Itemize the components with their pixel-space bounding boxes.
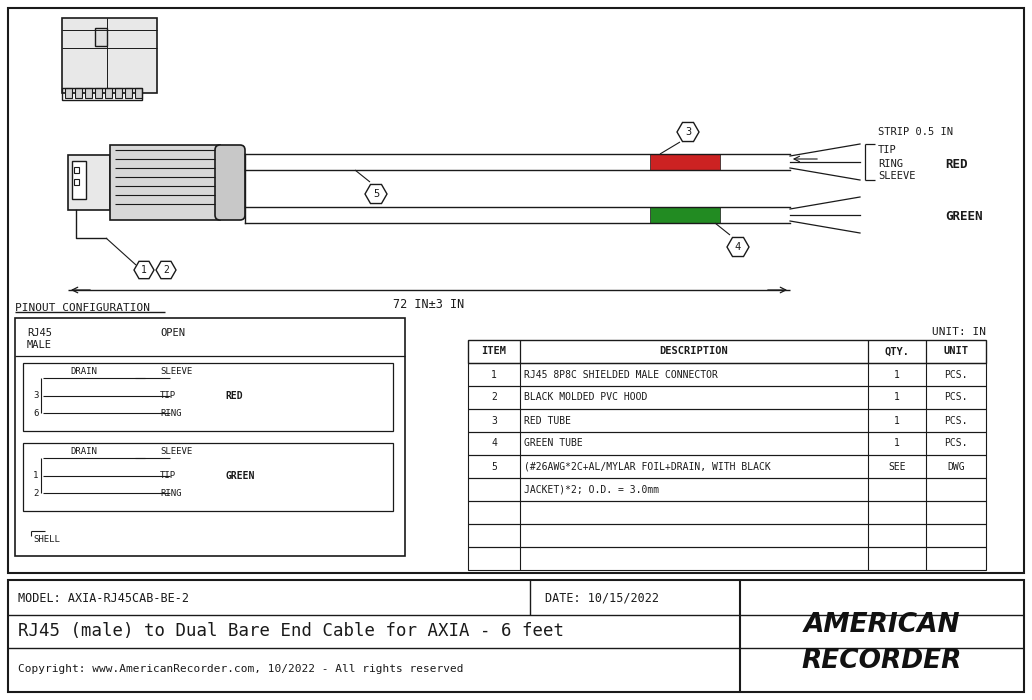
Text: GREEN: GREEN [225,471,254,481]
Text: 1: 1 [33,472,38,480]
Text: AMERICAN: AMERICAN [804,612,961,638]
Text: STRIP 0.5 IN: STRIP 0.5 IN [878,127,953,137]
Bar [650,154,720,170]
Text: 6: 6 [33,409,38,417]
Bar [467,524,986,547]
Text: GREEN: GREEN [945,211,982,223]
Bar [62,88,142,100]
Text: DWG: DWG [947,461,965,472]
Text: DESCRIPTION: DESCRIPTION [659,346,729,356]
Bar [74,179,79,185]
Text: 1: 1 [894,438,900,449]
Text: JACKET)*2; O.D. = 3.0mm: JACKET)*2; O.D. = 3.0mm [524,484,659,494]
Bar [95,28,107,46]
Bar [8,8,1024,573]
Text: QTY.: QTY. [884,346,909,356]
Text: RING: RING [878,159,903,169]
Text: DATE: 10/15/2022: DATE: 10/15/2022 [545,592,659,605]
Text: SLEEVE: SLEEVE [160,447,192,456]
Text: 2: 2 [491,393,497,402]
Text: TIP: TIP [160,391,176,400]
Text: 72 IN±3 IN: 72 IN±3 IN [393,298,464,312]
Bar [85,88,92,98]
Text: 1: 1 [894,370,900,379]
Text: RED: RED [225,391,243,401]
Text: 1: 1 [491,370,497,379]
Text: PINOUT CONFIGURATION: PINOUT CONFIGURATION [15,303,150,313]
Text: BLACK MOLDED PVC HOOD: BLACK MOLDED PVC HOOD [524,393,647,402]
Text: TIP: TIP [160,472,176,480]
Bar [650,207,720,223]
Bar [467,386,986,409]
Bar [95,88,102,98]
Text: MODEL: AXIA-RJ45CAB-BE-2: MODEL: AXIA-RJ45CAB-BE-2 [18,592,189,605]
Bar [467,501,986,524]
Bar [467,455,986,478]
Bar [467,547,986,570]
Text: 4: 4 [735,242,741,252]
Text: 2: 2 [163,265,169,275]
Text: RED TUBE: RED TUBE [524,416,571,426]
Bar [467,432,986,455]
Text: PCS.: PCS. [944,370,968,379]
Text: UNIT: IN: UNIT: IN [932,327,986,337]
Bar [467,363,986,386]
Bar [15,318,405,556]
Bar [125,88,132,98]
Text: 4: 4 [491,438,497,449]
Bar [72,161,86,199]
Text: 3: 3 [491,416,497,426]
FancyBboxPatch shape [215,145,245,220]
Bar [23,363,393,431]
Bar [115,88,122,98]
Text: RJ45: RJ45 [27,328,52,338]
Text: RED: RED [945,158,968,171]
Text: 1: 1 [894,393,900,402]
Text: DRAIN: DRAIN [70,367,97,375]
Text: DRAIN: DRAIN [70,447,97,456]
Text: SEE: SEE [889,461,906,472]
Bar [8,580,1024,692]
Text: 3: 3 [33,391,38,400]
Text: 2: 2 [33,489,38,498]
Text: Copyright: www.AmericanRecorder.com, 10/2022 - All rights reserved: Copyright: www.AmericanRecorder.com, 10/… [18,664,463,674]
Text: ITEM: ITEM [482,346,507,356]
Text: PCS.: PCS. [944,438,968,449]
Bar [135,88,142,98]
Text: MALE: MALE [27,340,52,350]
Text: TIP: TIP [878,145,897,155]
Text: PCS.: PCS. [944,416,968,426]
Text: RJ45 8P8C SHIELDED MALE CONNECTOR: RJ45 8P8C SHIELDED MALE CONNECTOR [524,370,718,379]
Text: SLEEVE: SLEEVE [878,171,915,181]
Text: RECORDER: RECORDER [802,648,962,674]
Bar [467,340,986,363]
Text: SLEEVE: SLEEVE [160,367,192,375]
Bar [105,88,112,98]
Bar [75,88,82,98]
Text: RING: RING [160,409,182,417]
Text: 1: 1 [141,265,147,275]
Text: 1: 1 [894,416,900,426]
Text: PCS.: PCS. [944,393,968,402]
Text: (#26AWG*2C+AL/MYLAR FOIL+DRAIN, WITH BLACK: (#26AWG*2C+AL/MYLAR FOIL+DRAIN, WITH BLA… [524,461,771,472]
Text: 3: 3 [685,127,691,137]
Bar [68,155,110,210]
Text: 5: 5 [491,461,497,472]
Text: RJ45 (male) to Dual Bare End Cable for AXIA - 6 feet: RJ45 (male) to Dual Bare End Cable for A… [18,622,565,640]
Bar [62,18,157,93]
Text: RING: RING [160,489,182,498]
Bar [467,409,986,432]
Bar [23,443,393,511]
Text: SHELL: SHELL [33,535,60,543]
Bar [110,145,220,220]
Text: 5: 5 [373,189,379,199]
Text: GREEN TUBE: GREEN TUBE [524,438,583,449]
Bar [65,88,72,98]
Text: OPEN: OPEN [160,328,185,338]
Bar [467,478,986,501]
Text: UNIT: UNIT [943,346,968,356]
Bar [74,167,79,173]
